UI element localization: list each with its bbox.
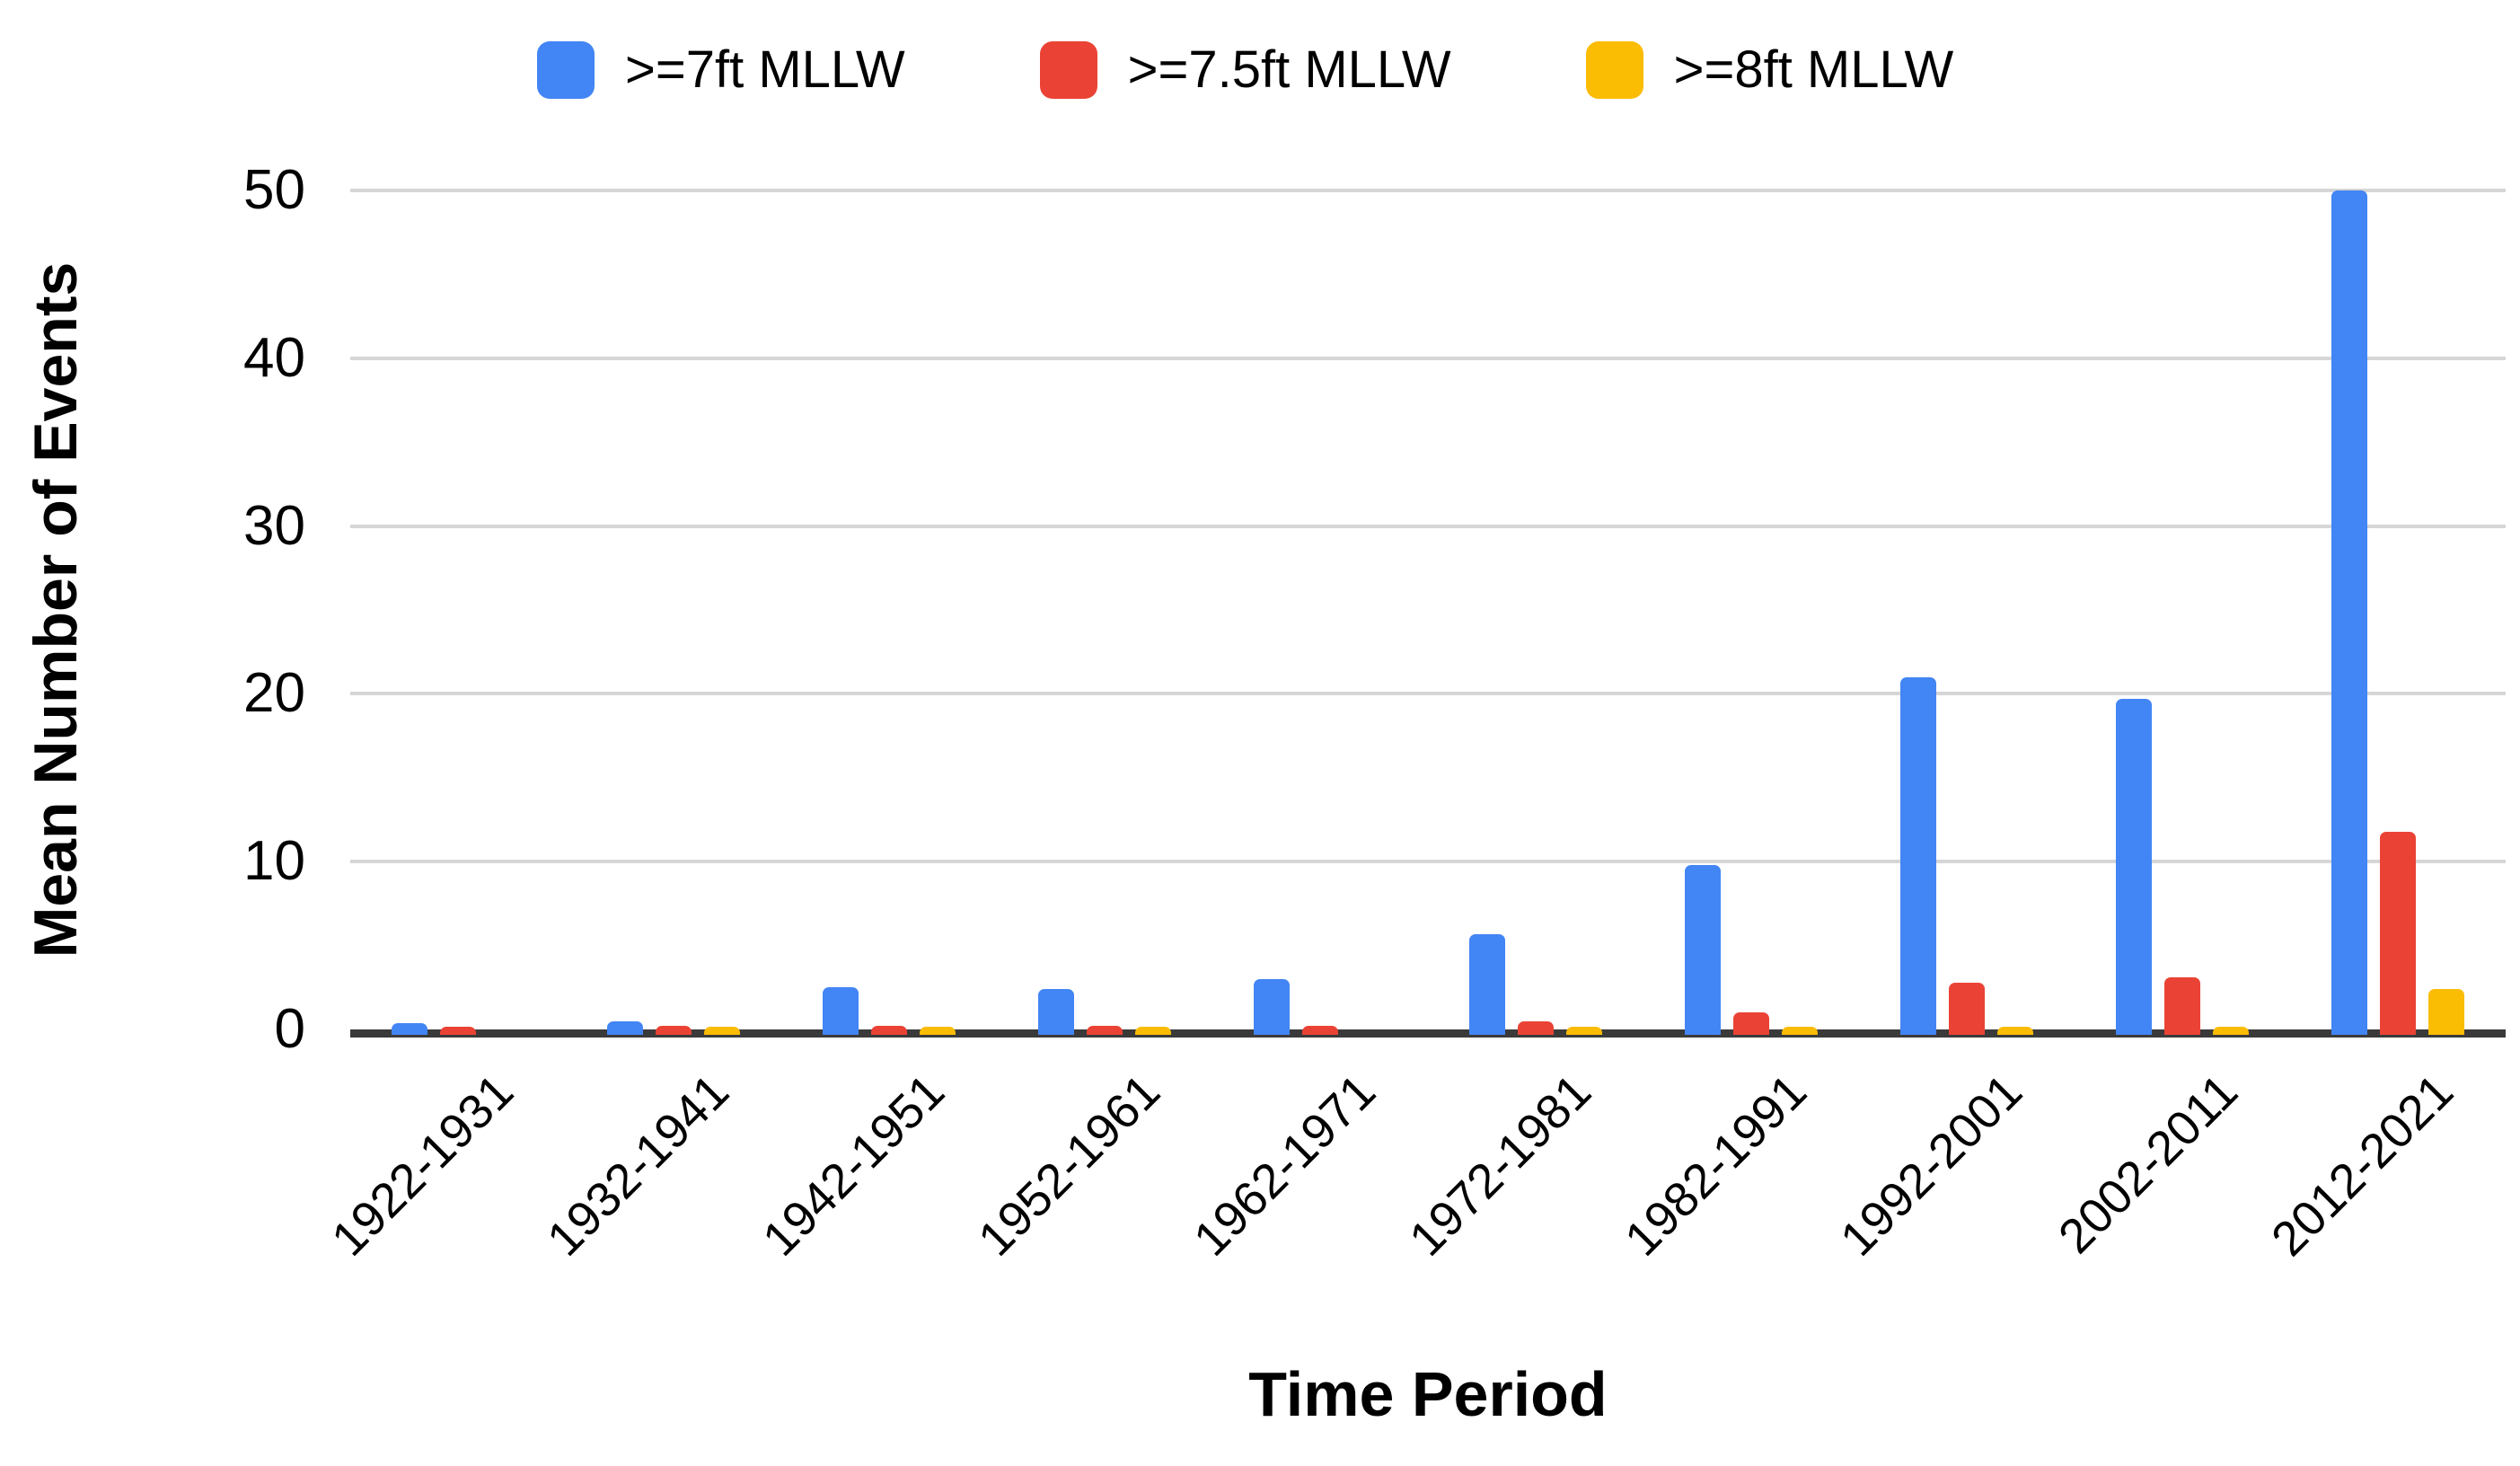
y-tick-label-30: 30 <box>243 494 305 557</box>
bar-1992-2001-series-2 <box>1997 1027 2033 1035</box>
x-axis-line <box>350 1029 2506 1038</box>
legend-swatch-2 <box>1585 40 1643 99</box>
legend-item-2: >=8ft MLLW <box>1585 40 1954 100</box>
y-tick-label-50: 50 <box>243 159 305 221</box>
bar-1982-1991-series-0 <box>1685 865 1721 1035</box>
bar-2002-2011-series-0 <box>2116 699 2152 1035</box>
y-tick-label-20: 20 <box>243 662 305 725</box>
gridline-20 <box>350 692 2506 696</box>
bar-2002-2011-series-1 <box>2164 977 2200 1035</box>
gridline-50 <box>350 189 2506 192</box>
bar-1922-1931-series-1 <box>440 1027 476 1035</box>
bar-1972-1981-series-1 <box>1518 1021 1554 1035</box>
legend-label-1: >=7.5ft MLLW <box>1127 40 1451 99</box>
y-tick-label-10: 10 <box>243 830 305 893</box>
legend-label-0: >=7ft MLLW <box>625 40 905 99</box>
bar-1952-1961-series-2 <box>1135 1027 1171 1035</box>
bar-1942-1951-series-2 <box>920 1027 956 1035</box>
bar-1972-1981-series-2 <box>1566 1027 1602 1035</box>
legend-item-1: >=7.5ft MLLW <box>1039 40 1451 100</box>
bar-1992-2001-series-1 <box>1949 983 1985 1035</box>
bar-1932-1941-series-1 <box>656 1026 692 1035</box>
legend: >=7ft MLLW >=7.5ft MLLW >=8ft MLLW <box>537 40 1953 100</box>
y-tick-label-40: 40 <box>243 326 305 389</box>
bar-1942-1951-series-0 <box>823 987 859 1035</box>
gridline-30 <box>350 524 2506 528</box>
bar-2012-2021-series-2 <box>2428 989 2464 1035</box>
bar-1952-1961-series-1 <box>1087 1026 1123 1035</box>
bar-2002-2011-series-2 <box>2213 1027 2249 1035</box>
bar-1992-2001-series-0 <box>1900 677 1936 1035</box>
y-tick-label-0: 0 <box>274 998 305 1060</box>
bar-1932-1941-series-2 <box>704 1027 740 1035</box>
bar-2012-2021-series-1 <box>2380 832 2416 1035</box>
legend-label-2: >=8ft MLLW <box>1673 40 1954 99</box>
y-axis-title: Mean Number of Events <box>22 261 90 958</box>
legend-item-0: >=7ft MLLW <box>537 40 905 100</box>
bar-1942-1951-series-1 <box>871 1026 907 1035</box>
x-axis-title: Time Period <box>1248 1359 1608 1429</box>
bar-1972-1981-series-0 <box>1469 934 1505 1035</box>
bar-1982-1991-series-1 <box>1733 1012 1769 1035</box>
bar-1982-1991-series-2 <box>1782 1027 1818 1035</box>
bar-1962-1971-series-1 <box>1302 1026 1338 1035</box>
bar-1932-1941-series-0 <box>607 1021 643 1035</box>
legend-swatch-0 <box>537 40 595 99</box>
legend-swatch-1 <box>1039 40 1097 99</box>
bar-1952-1961-series-0 <box>1038 989 1074 1035</box>
gridline-10 <box>350 860 2506 864</box>
bar-1962-1971-series-0 <box>1254 979 1290 1035</box>
bar-1922-1931-series-0 <box>392 1023 427 1035</box>
gridline-40 <box>350 356 2506 360</box>
plot-area <box>350 189 2506 1038</box>
bar-2012-2021-series-0 <box>2331 190 2367 1035</box>
